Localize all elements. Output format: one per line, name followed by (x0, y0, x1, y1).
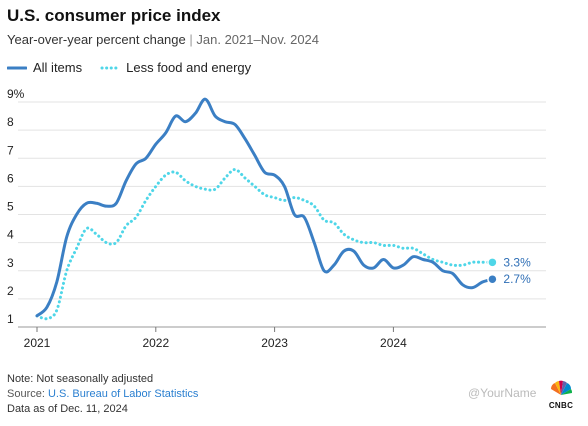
subtitle-date-range: Jan. 2021–Nov. 2024 (196, 32, 320, 47)
end-marker-core (487, 257, 498, 268)
legend-item-core: Less food and energy (100, 60, 251, 75)
y-tick-label: 5 (7, 200, 14, 214)
x-axis-ticks: 2021 2022 2023 2024 (18, 326, 546, 350)
y-tick-label: 2 (7, 284, 14, 298)
peacock-icon (550, 380, 573, 395)
chart-title: U.S. consumer price index (7, 6, 221, 25)
source-prefix: Source: (7, 388, 45, 400)
end-marker-all-items (487, 273, 498, 285)
y-tick-label: 7 (7, 143, 14, 157)
footnote-data-date: Data as of Dec. 11, 2024 (7, 403, 128, 415)
watermark-text: @YourName (468, 386, 537, 400)
source-link[interactable]: U.S. Bureau of Labor Statistics (47, 388, 199, 400)
legend-label-core: Less food and energy (126, 60, 252, 75)
series-line-all-items (35, 97, 494, 318)
solid-line-swatch-icon (7, 66, 27, 69)
y-tick-label: 4 (7, 228, 14, 242)
y-tick-label: 8 (7, 115, 14, 129)
y-tick-label: 3 (7, 256, 14, 270)
footnote-seasonal: Note: Not seasonally adjusted (7, 373, 154, 385)
grid-lines (18, 101, 546, 300)
x-tick-label: 2021 (24, 336, 51, 350)
end-label-all-items: 2.7% (503, 272, 531, 286)
chart-legend: All items Less food and energy (7, 60, 269, 75)
x-tick-label: 2024 (380, 336, 407, 350)
subtitle-main: Year-over-year percent change (7, 32, 186, 47)
end-label-core: 3.3% (503, 255, 531, 269)
y-axis-ticks: 1 2 3 4 5 6 7 8 9% (7, 87, 25, 326)
y-tick-label: 6 (7, 171, 14, 185)
subtitle-separator: | (189, 32, 193, 47)
x-tick-label: 2022 (142, 336, 169, 350)
legend-item-all-items: All items (7, 60, 82, 75)
y-tick-label: 1 (7, 312, 14, 326)
dotted-line-swatch-icon (100, 66, 121, 69)
x-tick-label: 2023 (261, 336, 288, 350)
footnote-source: Source: U.S. Bureau of Labor Statistics (7, 388, 198, 400)
logo-text: CNBC (548, 401, 574, 410)
end-markers: 2.7% 3.3% (487, 255, 531, 286)
series-line-core (35, 168, 494, 321)
cnbc-logo: CNBC (544, 380, 578, 410)
y-tick-label: 9% (7, 87, 25, 101)
series-lines (35, 97, 494, 321)
legend-label-all-items: All items (33, 60, 83, 75)
chart-subtitle: Year-over-year percent change | Jan. 202… (7, 32, 319, 47)
